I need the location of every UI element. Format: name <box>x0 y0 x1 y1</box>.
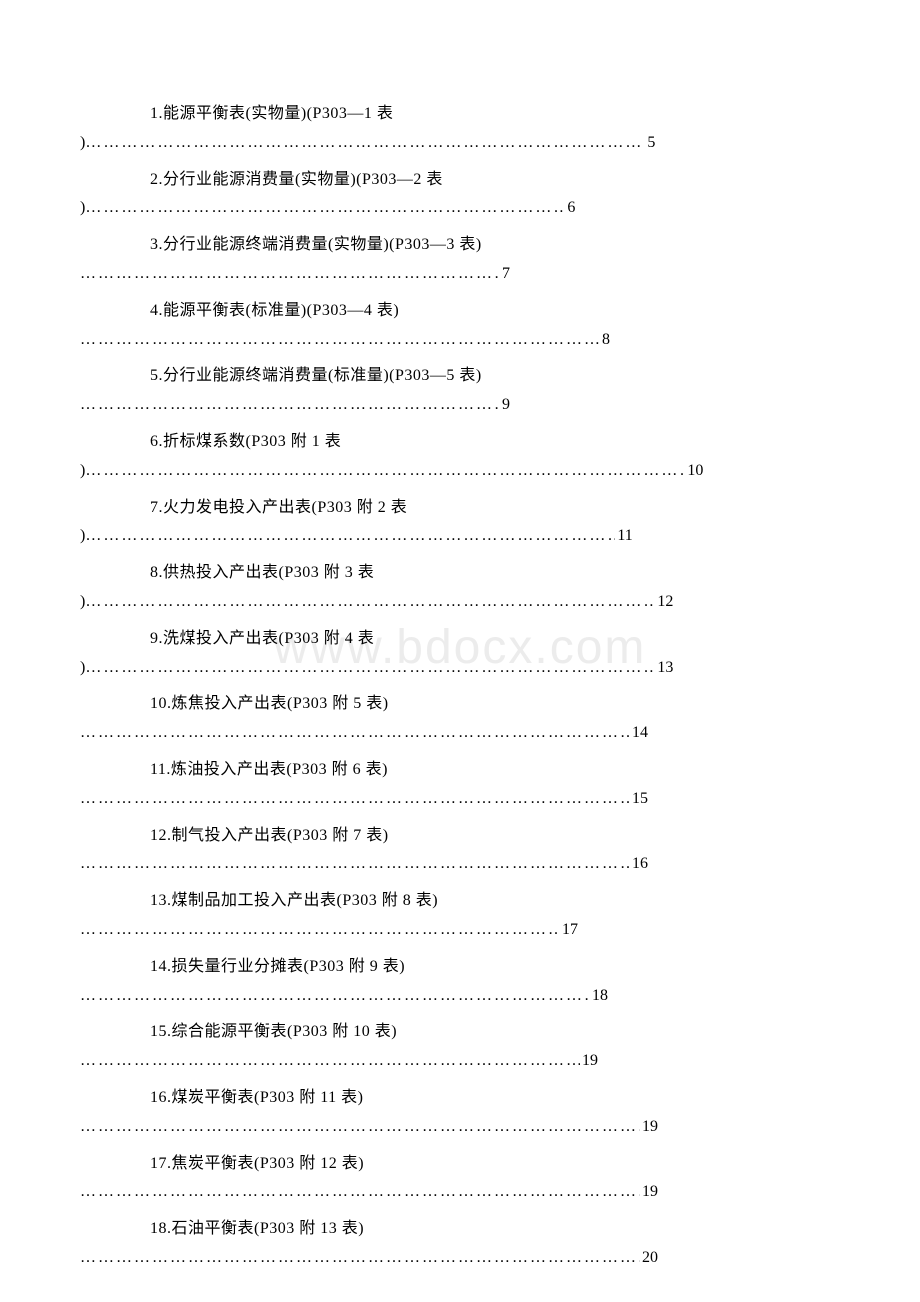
toc-entry-leader-dots: …………………………………………………………………………………………………………… <box>85 588 655 617</box>
toc-entry-dots-line: …………………………………………………………………………………………………………… <box>80 1047 840 1076</box>
toc-entry-page: 15 <box>630 785 648 814</box>
toc-entry-dots-line: )………………………………………………………………………………………………………… <box>80 457 840 486</box>
toc-container: 1.能源平衡表(实物量)(P303—1 表)………………………………………………… <box>80 100 840 1273</box>
toc-entry: 15.综合能源平衡表(P303 附 10 表)……………………………………………… <box>80 1018 840 1076</box>
toc-entry: 12.制气投入产出表(P303 附 7 表)………………………………………………… <box>80 822 840 880</box>
toc-entry-leader-dots: …………………………………………………………………………………………………………… <box>80 850 630 879</box>
toc-entry-leader-dots: …………………………………………………………………………………………………………… <box>80 916 560 945</box>
toc-entry-dots-line: …………………………………………………………………………………………………………… <box>80 850 840 879</box>
toc-entry-page: 16 <box>630 850 648 879</box>
toc-entry-title: 15.综合能源平衡表(P303 附 10 表) <box>80 1018 840 1047</box>
toc-entry-title: 2.分行业能源消费量(实物量)(P303—2 表 <box>80 166 840 195</box>
toc-entry: 13.煤制品加工投入产出表(P303 附 8 表)………………………………………… <box>80 887 840 945</box>
toc-entry-title: 1.能源平衡表(实物量)(P303—1 表 <box>80 100 840 129</box>
toc-entry-page: 18 <box>590 982 608 1011</box>
toc-entry-page: 17 <box>560 916 578 945</box>
toc-entry-title: 4.能源平衡表(标准量)(P303—4 表) <box>80 297 840 326</box>
toc-entry-title: 8.供热投入产出表(P303 附 3 表 <box>80 559 840 588</box>
toc-entry-dots-line: )………………………………………………………………………………………………………… <box>80 522 840 551</box>
toc-entry-dots-line: …………………………………………………………………………………………………………… <box>80 1244 840 1273</box>
toc-entry-title: 11.炼油投入产出表(P303 附 6 表) <box>80 756 840 785</box>
toc-entry-page: 11 <box>615 522 632 551</box>
toc-entry-leader-dots: …………………………………………………………………………………………………………… <box>80 785 630 814</box>
toc-entry: 3.分行业能源终端消费量(实物量)(P303—3 表)…………………………………… <box>80 231 840 289</box>
toc-entry-title: 16.煤炭平衡表(P303 附 11 表) <box>80 1084 840 1113</box>
toc-entry-leader-dots: …………………………………………………………………………………………………………… <box>80 391 500 420</box>
toc-entry-title: 12.制气投入产出表(P303 附 7 表) <box>80 822 840 851</box>
toc-entry-leader-dots: …………………………………………………………………………………………………………… <box>80 1047 580 1076</box>
toc-entry-dots-line: …………………………………………………………………………………………………………… <box>80 916 840 945</box>
toc-entry: 2.分行业能源消费量(实物量)(P303—2 表)………………………………………… <box>80 166 840 224</box>
toc-entry-leader-dots: …………………………………………………………………………………………………………… <box>80 326 600 355</box>
toc-entry-dots-line: …………………………………………………………………………………………………………… <box>80 326 840 355</box>
toc-entry-dots-line: …………………………………………………………………………………………………………… <box>80 1178 840 1207</box>
toc-entry-title: 14.损失量行业分摊表(P303 附 9 表) <box>80 953 840 982</box>
toc-entry: 9.洗煤投入产出表(P303 附 4 表)…………………………………………………… <box>80 625 840 683</box>
toc-entry: 8.供热投入产出表(P303 附 3 表)…………………………………………………… <box>80 559 840 617</box>
toc-entry-leader-dots: …………………………………………………………………………………………………………… <box>85 654 655 683</box>
toc-entry-page: 20 <box>640 1244 658 1273</box>
toc-entry-dots-line: …………………………………………………………………………………………………………… <box>80 719 840 748</box>
toc-entry-title: 5.分行业能源终端消费量(标准量)(P303—5 表) <box>80 362 840 391</box>
toc-entry-dots-line: )………………………………………………………………………………………………………… <box>80 654 840 683</box>
toc-entry-title: 9.洗煤投入产出表(P303 附 4 表 <box>80 625 840 654</box>
toc-entry-leader-dots: …………………………………………………………………………………………………………… <box>85 129 645 158</box>
toc-entry-leader-dots: …………………………………………………………………………………………………………… <box>85 457 685 486</box>
toc-entry-page: 7 <box>500 260 510 289</box>
toc-entry-page: 8 <box>600 326 610 355</box>
toc-entry-title: 6.折标煤系数(P303 附 1 表 <box>80 428 840 457</box>
toc-entry-title: 3.分行业能源终端消费量(实物量)(P303—3 表) <box>80 231 840 260</box>
toc-entry: 4.能源平衡表(标准量)(P303—4 表)………………………………………………… <box>80 297 840 355</box>
toc-entry-leader-dots: …………………………………………………………………………………………………………… <box>80 260 500 289</box>
toc-entry: 18.石油平衡表(P303 附 13 表)…………………………………………………… <box>80 1215 840 1273</box>
toc-entry-leader-dots: …………………………………………………………………………………………………………… <box>80 1244 640 1273</box>
toc-entry-dots-line: …………………………………………………………………………………………………………… <box>80 982 840 1011</box>
toc-entry-page: 6 <box>565 194 575 223</box>
toc-entry-page: 14 <box>630 719 648 748</box>
toc-entry-page: 9 <box>500 391 510 420</box>
toc-entry: 16.煤炭平衡表(P303 附 11 表)…………………………………………………… <box>80 1084 840 1142</box>
toc-entry-title: 18.石油平衡表(P303 附 13 表) <box>80 1215 840 1244</box>
toc-entry-dots-line: …………………………………………………………………………………………………………… <box>80 391 840 420</box>
toc-entry-title: 10.炼焦投入产出表(P303 附 5 表) <box>80 690 840 719</box>
toc-entry: 11.炼油投入产出表(P303 附 6 表)………………………………………………… <box>80 756 840 814</box>
toc-entry-dots-line: …………………………………………………………………………………………………………… <box>80 1113 840 1142</box>
toc-entry-leader-dots: …………………………………………………………………………………………………………… <box>80 1178 640 1207</box>
toc-entry-page: 12 <box>655 588 673 617</box>
toc-entry-dots-line: )………………………………………………………………………………………………………… <box>80 194 840 223</box>
toc-entry-page: 13 <box>655 654 673 683</box>
toc-entry-leader-dots: …………………………………………………………………………………………………………… <box>85 194 565 223</box>
toc-entry: 7.火力发电投入产出表(P303 附 2 表)……………………………………………… <box>80 494 840 552</box>
toc-entry-dots-line: )………………………………………………………………………………………………………… <box>80 129 840 158</box>
toc-entry-dots-line: …………………………………………………………………………………………………………… <box>80 260 840 289</box>
toc-entry-title: 7.火力发电投入产出表(P303 附 2 表 <box>80 494 840 523</box>
toc-entry-leader-dots: …………………………………………………………………………………………………………… <box>80 1113 640 1142</box>
toc-entry: 10.炼焦投入产出表(P303 附 5 表)………………………………………………… <box>80 690 840 748</box>
toc-entry: 1.能源平衡表(实物量)(P303—1 表)………………………………………………… <box>80 100 840 158</box>
toc-entry-title: 17.焦炭平衡表(P303 附 12 表) <box>80 1150 840 1179</box>
toc-entry-leader-dots: …………………………………………………………………………………………………………… <box>80 982 590 1011</box>
toc-entry-title: 13.煤制品加工投入产出表(P303 附 8 表) <box>80 887 840 916</box>
toc-entry-page: 19 <box>640 1113 658 1142</box>
toc-entry: 17.焦炭平衡表(P303 附 12 表)…………………………………………………… <box>80 1150 840 1208</box>
toc-entry-leader-dots: …………………………………………………………………………………………………………… <box>85 522 615 551</box>
toc-entry-dots-line: )………………………………………………………………………………………………………… <box>80 588 840 617</box>
toc-entry-page: 10 <box>685 457 703 486</box>
toc-entry: 5.分行业能源终端消费量(标准量)(P303—5 表)…………………………………… <box>80 362 840 420</box>
toc-entry-dots-line: …………………………………………………………………………………………………………… <box>80 785 840 814</box>
toc-entry-page: 5 <box>645 129 655 158</box>
toc-entry-leader-dots: …………………………………………………………………………………………………………… <box>80 719 630 748</box>
toc-entry-page: 19 <box>640 1178 658 1207</box>
toc-entry: 6.折标煤系数(P303 附 1 表)………………………………………………………… <box>80 428 840 486</box>
toc-entry: 14.损失量行业分摊表(P303 附 9 表)……………………………………………… <box>80 953 840 1011</box>
toc-entry-page: 19 <box>580 1047 598 1076</box>
